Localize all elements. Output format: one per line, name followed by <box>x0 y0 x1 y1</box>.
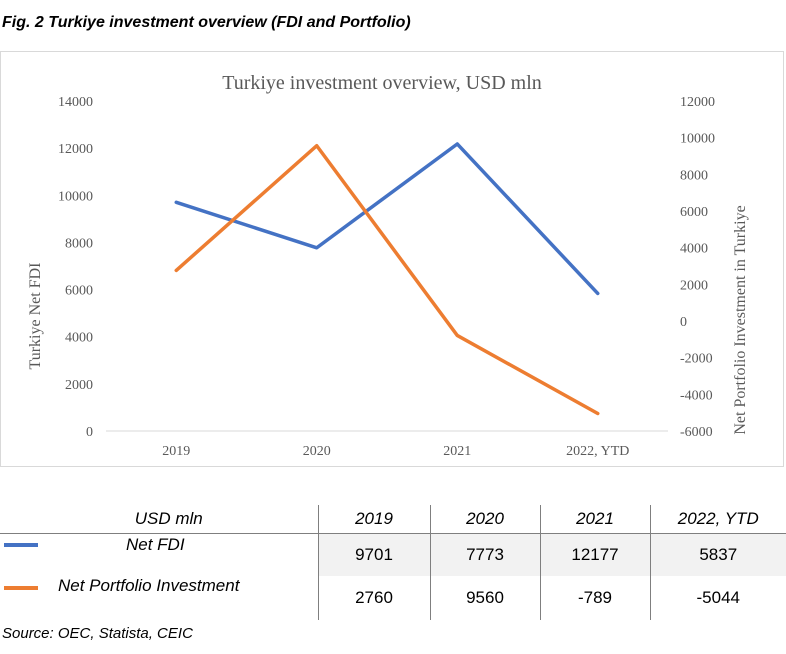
fdi-2021-cell: 12177 <box>539 533 650 576</box>
left-tick-label: 14000 <box>58 95 93 110</box>
row-label-fdi-text: Net FDI <box>126 535 185 554</box>
left-tick-label: 8000 <box>65 236 93 251</box>
right-tick-label: -6000 <box>680 425 713 440</box>
right-tick-label: 12000 <box>680 95 715 110</box>
source-note: Source: OEC, Statista, CEIC <box>2 625 193 642</box>
right-tick-label: 0 <box>680 315 687 330</box>
right-tick-label: 2000 <box>680 278 708 293</box>
fdi-2020-cell: 7773 <box>429 533 540 576</box>
right-axis-ticks: 12000 10000 8000 6000 4000 2000 0 -2000 -4000 -60… <box>680 95 715 440</box>
right-tick-label: -2000 <box>680 352 713 367</box>
portfolio-series-line <box>174 143 600 416</box>
right-axis-label: Net Portfolio Investment in Turkiye <box>732 205 749 434</box>
left-tick-label: 10000 <box>58 189 93 204</box>
right-tick-label: 10000 <box>680 132 715 147</box>
row-label-fdi: Net FDI <box>0 534 318 576</box>
table-header-label: USD mln <box>0 505 318 534</box>
table-row: Net Portfolio Investment 2760 9560 -789 … <box>0 575 786 620</box>
portfolio-2019-cell: 2760 <box>317 575 430 620</box>
row-label-portfolio-text: Net Portfolio Investment <box>58 575 240 595</box>
x-tick-label: 2019 <box>162 444 190 459</box>
data-table: USD mln 2019 2020 2021 2022, YTD Net FDI… <box>0 505 786 620</box>
portfolio-2021-cell: -789 <box>539 575 650 620</box>
right-tick-label: -4000 <box>680 388 713 403</box>
right-tick-label: 4000 <box>680 242 708 257</box>
portfolio-legend-swatch <box>4 585 38 590</box>
right-tick-label: 8000 <box>680 168 708 183</box>
left-tick-label: 6000 <box>65 284 93 299</box>
fdi-2022-cell: 5837 <box>649 533 786 576</box>
table-header-2019: 2019 <box>317 505 430 534</box>
series-lines <box>174 142 600 416</box>
right-tick-label: 6000 <box>680 205 708 220</box>
chart-title: Turkiye investment overview, USD mln <box>222 72 542 94</box>
portfolio-2020-cell: 9560 <box>429 575 540 620</box>
left-tick-label: 2000 <box>65 378 93 393</box>
investment-line-chart: Turkiye investment overview, USD mln Tur… <box>27 72 749 459</box>
table-header-2020: 2020 <box>429 505 540 534</box>
fdi-legend-swatch <box>4 543 38 547</box>
left-tick-label: 4000 <box>65 331 93 346</box>
chart-frame <box>0 51 784 467</box>
x-tick-label: 2021 <box>443 444 471 459</box>
left-tick-label: 12000 <box>58 142 93 157</box>
table-header-2022: 2022, YTD <box>649 505 786 534</box>
left-axis-label: Turkiye Net FDI <box>27 263 44 370</box>
left-tick-label: 0 <box>86 425 93 440</box>
row-label-portfolio: Net Portfolio Investment <box>0 576 318 620</box>
x-axis-ticks: 2019 2020 2021 2022, YTD <box>162 444 629 459</box>
fdi-series-line <box>174 142 600 296</box>
fdi-2019-cell: 9701 <box>317 533 430 576</box>
x-tick-label: 2022, YTD <box>566 444 629 459</box>
table-row: Net FDI 9701 7773 12177 5837 <box>0 533 786 576</box>
left-axis-ticks: 14000 12000 10000 8000 6000 4000 2000 0 <box>58 95 93 440</box>
x-tick-label: 2020 <box>303 444 331 459</box>
figure-caption: Fig. 2 Turkiye investment overview (FDI … <box>2 14 411 31</box>
table-header-row: USD mln 2019 2020 2021 2022, YTD <box>0 505 786 534</box>
table-header-2021: 2021 <box>539 505 650 534</box>
portfolio-2022-cell: -5044 <box>649 575 786 620</box>
